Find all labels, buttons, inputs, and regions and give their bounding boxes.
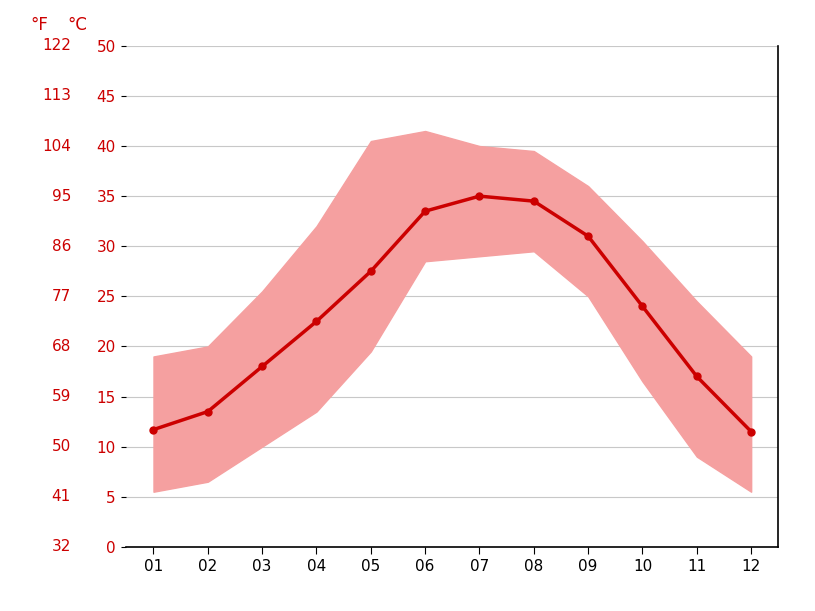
Text: 113: 113: [42, 89, 71, 103]
Text: 104: 104: [42, 139, 71, 153]
Text: 50: 50: [51, 439, 71, 454]
Text: 86: 86: [51, 239, 71, 254]
Text: °C: °C: [68, 16, 87, 34]
Text: 41: 41: [51, 489, 71, 504]
Text: 77: 77: [51, 289, 71, 304]
Text: 95: 95: [51, 189, 71, 203]
Text: 122: 122: [42, 38, 71, 53]
Text: 32: 32: [51, 540, 71, 554]
Text: °F: °F: [30, 16, 48, 34]
Text: 59: 59: [51, 389, 71, 404]
Text: 68: 68: [51, 339, 71, 354]
